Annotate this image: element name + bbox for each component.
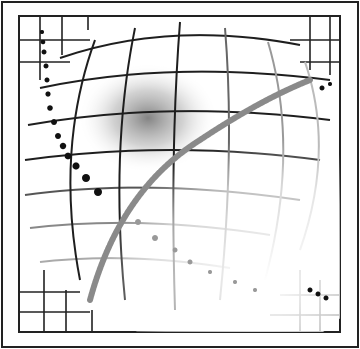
artwork bbox=[19, 16, 340, 332]
black-dots bbox=[40, 30, 332, 301]
grey-dots bbox=[135, 219, 257, 292]
grey-dot-arc bbox=[87, 77, 313, 303]
highlight bbox=[80, 100, 340, 332]
